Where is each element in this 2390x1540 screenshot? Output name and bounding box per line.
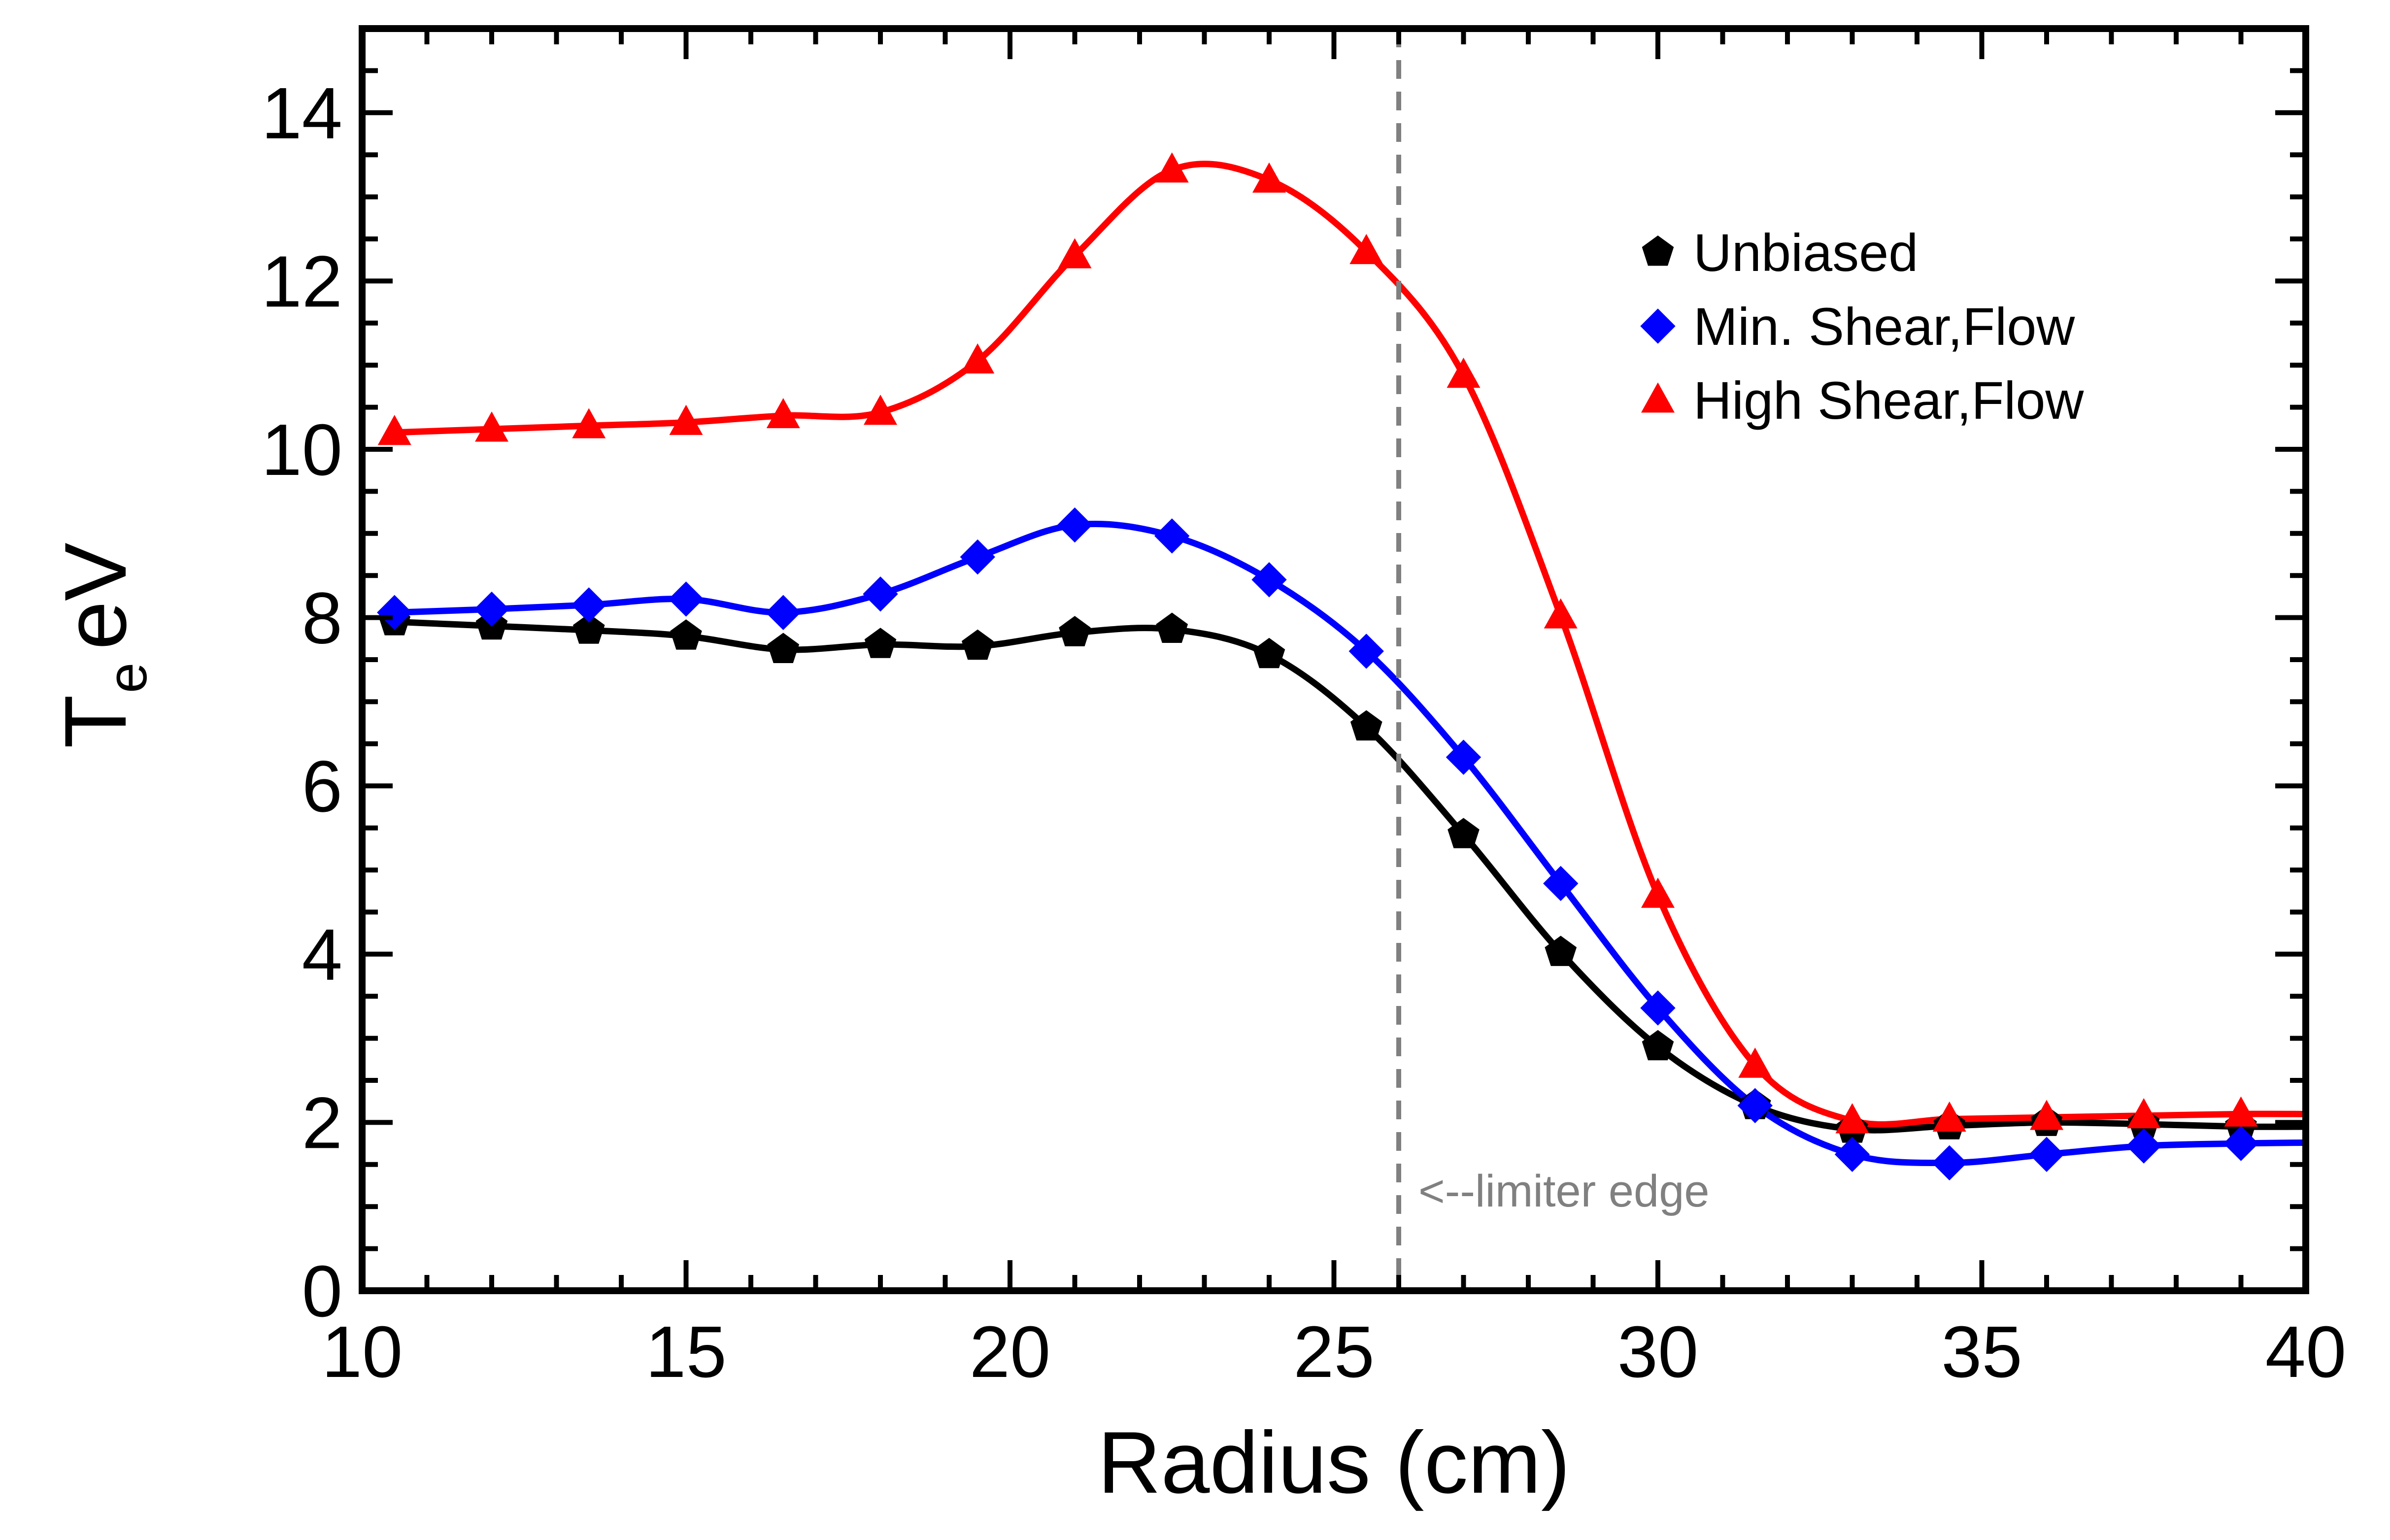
axis-ticks bbox=[360, 26, 2308, 1293]
data-point bbox=[766, 398, 800, 429]
data-point bbox=[1543, 866, 1579, 902]
x-tick-label: 40 bbox=[2265, 1311, 2347, 1393]
x-tick-label: 15 bbox=[645, 1311, 727, 1393]
data-point bbox=[670, 619, 702, 650]
series-markers-1 bbox=[377, 507, 2259, 1181]
legend-label: High Shear,Flow bbox=[1693, 370, 2084, 430]
data-point bbox=[474, 591, 509, 627]
data-point bbox=[1932, 1101, 1966, 1132]
x-tick-label: 20 bbox=[970, 1311, 1051, 1393]
data-point bbox=[1156, 612, 1188, 643]
legend-marker bbox=[1642, 235, 1674, 266]
y-tick-label: 0 bbox=[302, 1251, 342, 1332]
data-point bbox=[1447, 357, 1481, 388]
y-axis-title-main: T bbox=[46, 695, 144, 748]
data-point bbox=[1253, 637, 1285, 669]
series-line-0 bbox=[394, 618, 2306, 1134]
data-point bbox=[1834, 1137, 1870, 1172]
data-point bbox=[1544, 598, 1578, 629]
data-point bbox=[1059, 616, 1091, 646]
data-point bbox=[1545, 936, 1577, 966]
x-tick-label: 10 bbox=[322, 1311, 403, 1393]
data-point bbox=[960, 539, 995, 575]
y-tick-label: 4 bbox=[302, 914, 342, 996]
data-point bbox=[1835, 1103, 1869, 1134]
data-point bbox=[1348, 634, 1384, 669]
x-tick-label: 35 bbox=[1941, 1311, 2022, 1393]
data-point bbox=[1737, 1088, 1773, 1123]
data-point bbox=[2224, 1096, 2258, 1127]
data-point bbox=[1252, 162, 1286, 193]
data-point bbox=[961, 629, 994, 660]
data-point bbox=[377, 595, 412, 631]
x-tick-label: 30 bbox=[1617, 1311, 1699, 1393]
y-tick-labels: 0 2 4 6 8 10 12 14 bbox=[261, 73, 342, 1332]
data-point bbox=[2030, 1100, 2063, 1130]
legend-marker bbox=[1640, 308, 1676, 344]
data-point bbox=[1642, 1030, 1674, 1061]
data-point bbox=[1349, 234, 1383, 265]
y-tick-label: 10 bbox=[261, 409, 342, 491]
data-point bbox=[1155, 152, 1189, 183]
limiter-edge-marker: <--limiter edge bbox=[1396, 29, 1710, 1291]
data-point bbox=[1058, 238, 1092, 268]
legend-label: Min. Shear,Flow bbox=[1693, 297, 2075, 356]
y-tick-label: 6 bbox=[302, 746, 342, 827]
data-point bbox=[572, 408, 606, 438]
y-tick-label: 8 bbox=[302, 578, 342, 659]
x-axis-title: Radius (cm) bbox=[1098, 1413, 1570, 1511]
data-point bbox=[864, 395, 897, 425]
data-point bbox=[1447, 818, 1480, 848]
data-point bbox=[1738, 1047, 1772, 1078]
data-point bbox=[377, 415, 411, 445]
data-point bbox=[1154, 518, 1190, 554]
y-axis-title-unit: eV bbox=[46, 542, 144, 650]
data-point bbox=[669, 404, 703, 435]
data-point bbox=[767, 633, 800, 663]
x-tick-labels: 10 15 20 25 30 35 40 bbox=[322, 1311, 2347, 1393]
data-point bbox=[863, 576, 898, 612]
series-markers-2 bbox=[377, 152, 2258, 1134]
data-point bbox=[766, 595, 801, 631]
data-point bbox=[961, 343, 995, 374]
y-axis-title: T e eV bbox=[46, 542, 158, 748]
data-point bbox=[2223, 1126, 2259, 1161]
y-tick-label: 14 bbox=[261, 73, 342, 154]
data-point bbox=[1446, 739, 1481, 775]
series-line-1 bbox=[394, 521, 2306, 1166]
series-markers bbox=[377, 152, 2259, 1181]
data-point bbox=[1640, 990, 1676, 1026]
y-tick-label: 2 bbox=[302, 1082, 342, 1164]
data-point bbox=[1251, 562, 1287, 598]
data-point bbox=[1641, 877, 1675, 908]
data-point bbox=[1932, 1145, 1967, 1181]
y-tick-label: 12 bbox=[261, 241, 342, 322]
y-axis-title-subscript: e bbox=[97, 663, 158, 693]
data-point bbox=[2127, 1098, 2161, 1129]
data-point bbox=[668, 581, 704, 617]
data-point bbox=[571, 587, 606, 623]
limiter-edge-label: <--limiter edge bbox=[1418, 1166, 1710, 1216]
legend-marker bbox=[1641, 382, 1675, 413]
x-tick-label: 25 bbox=[1293, 1311, 1375, 1393]
data-point bbox=[1057, 507, 1093, 543]
legend: Unbiased Min. Shear,Flow High Shear,Flow bbox=[1640, 223, 2084, 430]
data-point bbox=[2126, 1128, 2161, 1164]
data-point bbox=[2029, 1137, 2064, 1172]
data-point bbox=[1350, 710, 1382, 741]
data-point bbox=[475, 411, 508, 442]
data-point bbox=[572, 613, 605, 644]
legend-label: Unbiased bbox=[1693, 223, 1918, 282]
data-point bbox=[864, 628, 897, 658]
